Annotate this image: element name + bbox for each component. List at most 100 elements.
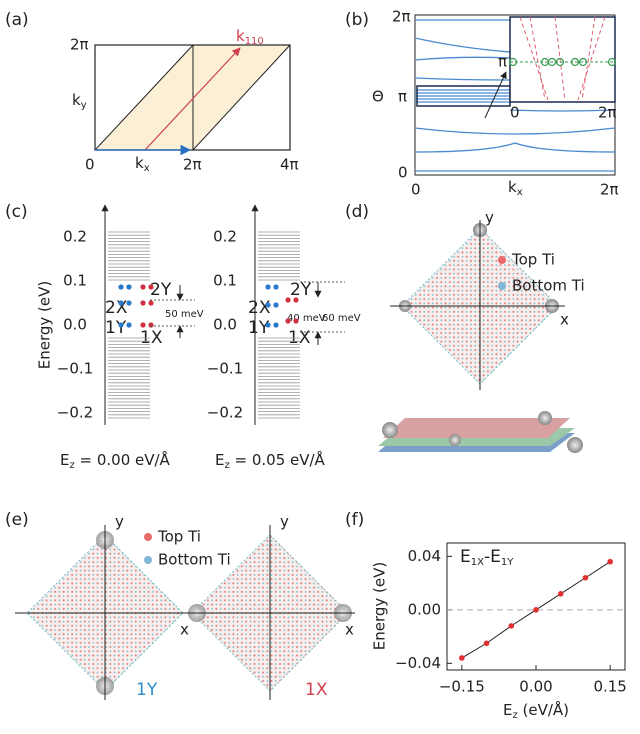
state-dot [126,300,132,306]
inset-tick: 2π [598,104,617,122]
inset-tick: π [498,53,507,71]
legend-label: Bottom Ti [512,277,585,295]
axis-label: Energy (eV) [36,281,54,369]
state-dot [140,300,146,306]
data-point [582,574,589,581]
panel-e: (e) y x 1Y y x 1X Top Ti Bottom Ti [5,510,355,700]
state-dot [273,322,279,328]
title-sub: 1Y [501,557,514,568]
panel-a: (a) 2π ky 0 kx 2π 4π k110 [5,10,299,174]
state-label: 1X [140,328,163,348]
panel-b: (b) 2π π 0 Θ 0 2π kx π 0 2π [345,8,619,199]
state-dot [126,322,132,328]
state-label: 1Y [248,318,270,338]
state-label: 2X [105,298,128,318]
axis-main: k [72,91,81,109]
tick-label: 2π [392,8,411,26]
axis-label: ky [72,91,87,112]
x-axis-label: Ez (eV/Å) [503,700,569,722]
y-axis-label: Energy (eV) [371,562,389,650]
panel-label: (a) [5,10,29,30]
data-point [459,655,465,661]
tick-label: 2π [183,156,202,174]
slab-stack [378,411,583,453]
axis-label: kx [508,178,523,199]
state-dot [265,284,271,290]
x-tick-label: 0.15 [593,678,626,696]
axis-label: y [115,513,124,531]
chart-title: E1X-E1Y [460,547,514,568]
state-dot [285,297,291,303]
tick-label: 2π [70,36,89,54]
state-dot [293,318,299,324]
tick-label: 2π [600,181,619,199]
x-label-sub: z [512,710,517,721]
data-point [483,640,490,647]
y-tick-label: 0.00 [408,600,441,618]
axis-sub: y [81,100,87,111]
edge [94,44,194,151]
x-label-main: E [503,701,512,719]
tick-label: 0 [398,164,408,182]
state-dot [285,318,291,324]
panel-label: (c) [5,202,28,222]
state-dot [265,302,271,308]
panel-label: (b) [345,10,369,30]
legend-marker [144,556,152,564]
state-dot [273,284,279,290]
field-main: E [215,451,224,469]
y-tick-label: 0.04 [408,547,441,565]
state-dot [118,284,124,290]
data-point [508,623,515,629]
y-tick-label: 0.2 [63,228,87,246]
state-label: 2Y [290,280,312,300]
axis-sub: x [517,187,523,198]
title-part: E [460,547,471,567]
x-label-rest: (eV/Å) [518,700,569,719]
y-tick-label: −0.1 [57,360,93,378]
state-dot [273,302,279,308]
y-tick-label: −0.04 [395,654,441,672]
y-tick-label: −0.1 [207,360,243,378]
axis-label: y [485,209,494,227]
legend-label: Bottom Ti [158,551,231,569]
pointer [484,71,507,119]
field-label: Ez = 0.05 eV/Å [215,450,326,472]
state-dot [140,322,146,328]
y-tick-label: −0.2 [57,404,93,422]
y-tick-label: 0.1 [213,272,237,290]
axis-label: x [560,311,569,329]
axis-label: y [280,513,289,531]
title-part: -E [484,547,501,567]
tick-label: π [398,88,407,106]
panel-c: (c) Energy (eV) 2Y 2X 1Y 1X 50 meV 2Y 2X… [5,202,361,471]
axis-main: k [508,178,517,196]
legend-label: Top Ti [157,528,201,546]
field-label: Ez = 0.00 eV/Å [60,450,171,472]
state-dot [126,284,132,290]
state-dot [148,300,154,306]
inset-crossings [508,57,617,67]
y-tick-label: 0.0 [213,316,237,334]
panel-label: (e) [5,510,29,530]
bands [414,19,616,172]
state-label: 1X [305,680,328,700]
y-tick-label: 0.2 [213,228,237,246]
splitting-label: 60 meV [322,313,361,324]
y-tick-label: 0.1 [63,272,87,290]
panel-f: (f) E1X-E1Y Energy (eV) Ez (eV/Å) −0.15 0… [345,510,627,721]
legend-marker [498,282,506,290]
inset-tick: 0 [510,104,520,122]
k-main: k [236,27,245,45]
field-main: E [60,451,69,469]
state-label: 2X [248,298,271,318]
state-dot [148,322,154,328]
data-point [533,607,539,613]
state-dot [140,284,146,290]
axis-label: kx [135,154,150,175]
k-vector-label: k110 [236,27,264,48]
tick-label: 0 [85,156,95,174]
legend-marker [144,533,152,541]
